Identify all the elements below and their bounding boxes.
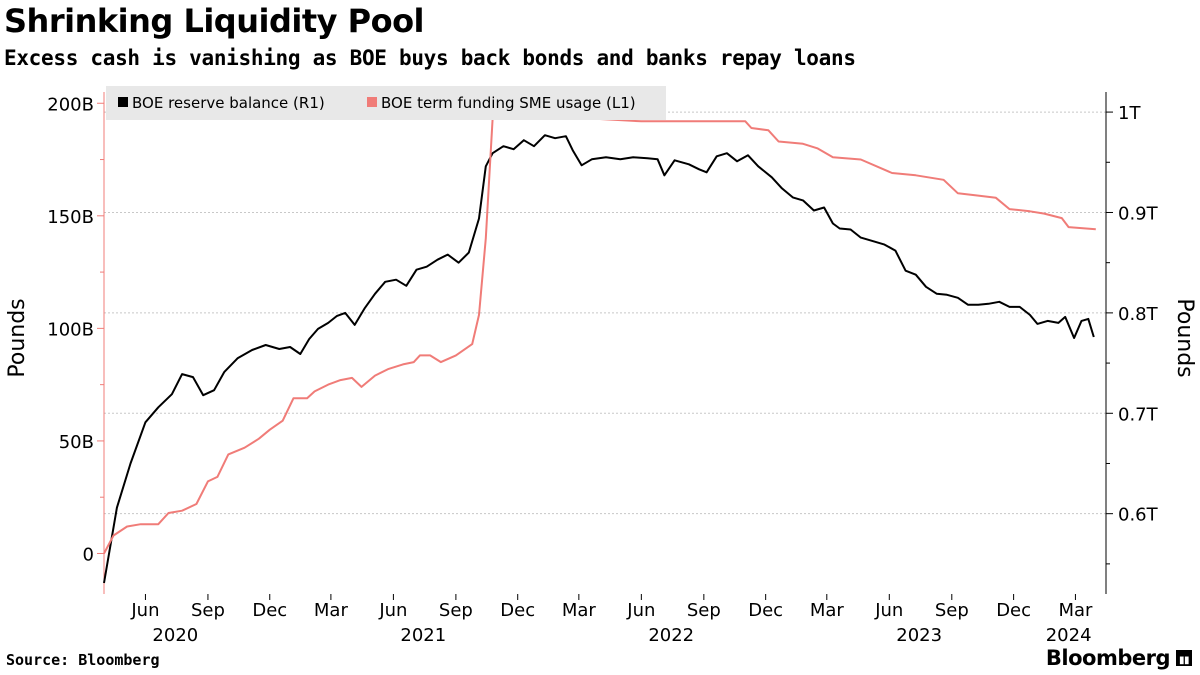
x-axis-tick-label: Jun xyxy=(130,600,159,621)
x-axis-tick-label: Mar xyxy=(1058,600,1093,621)
x-axis-year-label: 2020 xyxy=(152,625,198,646)
right-axis-tick-label: 1T xyxy=(1118,103,1141,124)
legend-swatch-reserve xyxy=(118,97,128,107)
x-axis-tick-label: Sep xyxy=(439,600,473,621)
x-axis-tick-label: Jun xyxy=(874,600,903,621)
right-axis-tick-label: 0.9T xyxy=(1118,203,1159,224)
series-lines xyxy=(103,118,1096,584)
series-line-term-funding xyxy=(103,118,1096,554)
legend-label-term-funding: BOE term funding SME usage (L1) xyxy=(381,94,636,112)
x-axis-tick-label: Jun xyxy=(626,600,655,621)
x-axis-tick-label: Mar xyxy=(562,600,597,621)
chart-subtitle: Excess cash is vanishing as BOE buys bac… xyxy=(4,46,856,70)
legend-background xyxy=(106,86,666,120)
x-axis-tick-label: Dec xyxy=(748,600,783,621)
right-axis-tick-label: 0.6T xyxy=(1118,505,1159,526)
chart-badge-icon: ▮▮ xyxy=(1176,650,1192,666)
axes: Pounds Pounds 0.6T 0.7T 0.8T 0.9T 1T 0 50B 100B… xyxy=(5,92,1197,646)
legend: BOE reserve balance (R1) BOE term fundin… xyxy=(106,86,666,120)
x-axis-year-label: 2023 xyxy=(896,625,942,646)
x-axis-tick-label: Sep xyxy=(687,600,721,621)
x-axis-year-label: 2021 xyxy=(400,625,446,646)
x-axis-tick-label: Sep xyxy=(935,600,969,621)
x-axis-tick-label: Dec xyxy=(500,600,535,621)
right-axis-tick-label: 0.7T xyxy=(1118,404,1159,425)
source-note: Source: Bloomberg xyxy=(6,651,160,669)
x-axis-tick-label: Jun xyxy=(378,600,407,621)
legend-swatch-term-funding xyxy=(367,97,377,107)
x-axis-year-label: 2022 xyxy=(648,625,694,646)
x-axis-tick-label: Dec xyxy=(252,600,287,621)
x-axis-tick-label: Dec xyxy=(996,600,1031,621)
left-axis-tick-label: 50B xyxy=(59,432,94,453)
left-axis-tick-label: 100B xyxy=(47,319,94,340)
x-axis-year-label: 2024 xyxy=(1046,625,1092,646)
chart-title: Shrinking Liquidity Pool xyxy=(4,2,425,40)
left-axis-tick-label: 150B xyxy=(47,207,94,228)
brand-wordmark: Bloomberg xyxy=(1045,646,1171,670)
right-axis-title: Pounds xyxy=(1172,298,1197,377)
bloomberg-logo: Bloomberg ▮▮ xyxy=(1046,646,1192,670)
legend-label-reserve: BOE reserve balance (R1) xyxy=(132,94,325,112)
right-axis-tick-label: 0.8T xyxy=(1118,304,1159,325)
x-axis-tick-label: Mar xyxy=(810,600,845,621)
gridlines xyxy=(104,111,1106,515)
left-axis-title: Pounds xyxy=(5,298,30,377)
left-axis-tick-label: 0 xyxy=(83,544,94,565)
x-axis-tick-label: Sep xyxy=(191,600,225,621)
series-line-reserve-balance xyxy=(103,134,1095,584)
x-axis-tick-label: Mar xyxy=(314,600,349,621)
left-axis-tick-label: 200B xyxy=(47,94,94,115)
